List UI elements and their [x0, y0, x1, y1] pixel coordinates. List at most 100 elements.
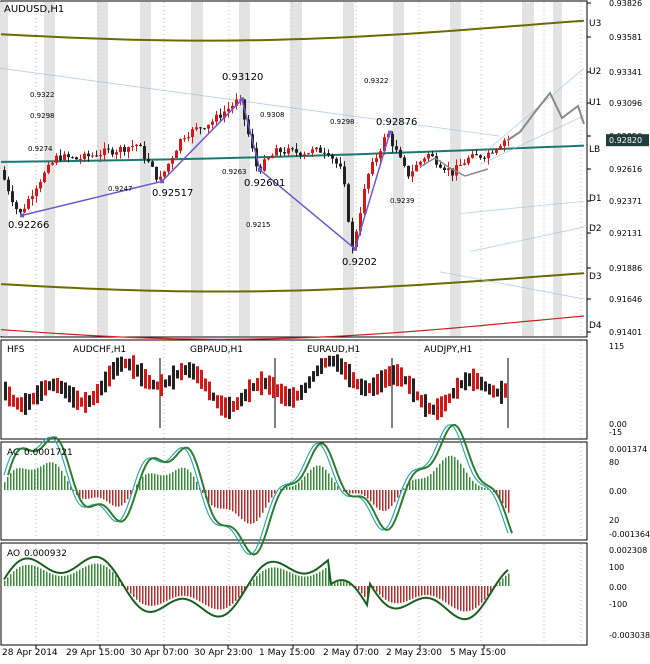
hfs-bar	[232, 401, 235, 412]
candle-body	[131, 146, 134, 147]
candle-body	[327, 153, 330, 155]
zigzag-point	[20, 213, 24, 217]
ac-histogram-bar	[313, 467, 315, 490]
ac-histogram-bar	[25, 469, 27, 490]
ac-tick-label: 0.001374	[609, 445, 647, 454]
ac-histogram-bar	[7, 477, 9, 490]
level-label: LB	[589, 145, 600, 155]
candle-body	[39, 182, 42, 188]
hfs-bar	[324, 358, 327, 368]
ac-histogram-bar	[235, 490, 237, 514]
candle-body	[403, 157, 406, 165]
candle-body	[115, 152, 118, 154]
ao-value: 0.000932	[24, 549, 67, 559]
ac-histogram-bar	[160, 475, 162, 490]
hfs-bar	[156, 382, 159, 390]
ac-histogram-bar	[109, 490, 111, 503]
hfs-title: HFS	[7, 345, 25, 355]
hfs-bar	[136, 365, 139, 377]
hfs-bar	[80, 397, 83, 406]
ac-histogram-bar	[301, 480, 303, 490]
ac-histogram-bar	[460, 464, 462, 490]
ao-histogram-bar	[319, 572, 321, 586]
hfs-bar	[200, 370, 203, 389]
ao-histogram-bar	[31, 565, 33, 586]
ac-histogram-bar	[454, 457, 456, 490]
ao-histogram-bar	[262, 571, 264, 586]
ao-tick-label: 100	[609, 563, 624, 572]
ao-histogram-bar	[160, 586, 162, 604]
ac-histogram-bar	[22, 468, 24, 490]
zigzag-point	[258, 168, 262, 172]
hfs-bar	[84, 392, 87, 413]
ac-histogram-bar	[262, 490, 264, 513]
hfs-bar	[424, 394, 427, 417]
candle-body	[207, 125, 210, 129]
ao-histogram-bar	[460, 586, 462, 611]
ao-histogram-bar	[382, 586, 384, 597]
ac-histogram-bar	[334, 482, 336, 490]
ao-histogram-bar	[136, 586, 138, 600]
ao-histogram-bar	[322, 570, 324, 586]
ac-histogram-bar	[4, 482, 6, 490]
zigzag-point	[240, 97, 244, 101]
ao-histogram-bar	[133, 586, 135, 597]
ac-histogram-bar	[103, 490, 105, 500]
ao-histogram-bar	[289, 572, 291, 586]
ao-histogram-bar	[169, 586, 171, 599]
candle-body	[443, 168, 446, 170]
hfs-bar	[52, 379, 55, 392]
ac-histogram-bar	[391, 490, 393, 506]
candle-body	[91, 156, 94, 157]
hfs-bar	[172, 366, 175, 390]
ao-title: AO	[7, 549, 20, 559]
candle-body	[139, 145, 142, 146]
ao-histogram-bar	[442, 586, 444, 601]
ao-histogram-bar	[67, 575, 69, 586]
ac-histogram-bar	[436, 468, 438, 490]
ao-histogram-bar	[184, 586, 186, 596]
ac-histogram-bar	[82, 490, 84, 499]
hfs-bar	[180, 363, 183, 380]
hfs-bar	[16, 398, 19, 410]
hfs-bar	[128, 359, 131, 371]
ao-histogram-bar	[58, 576, 60, 586]
price-annotation: 0.9308	[260, 111, 285, 119]
candle-body	[267, 158, 270, 159]
session-band	[522, 2, 534, 336]
hfs-bar	[108, 366, 111, 387]
hfs-bar	[8, 387, 11, 407]
ao-histogram-bar	[427, 586, 429, 595]
hfs-bar	[64, 382, 67, 398]
candle-body	[147, 159, 150, 162]
hfs-series-2-label: GBPAUD,H1	[190, 345, 243, 355]
hfs-tick-label: 115	[609, 342, 624, 351]
ac-histogram-bar	[430, 474, 432, 490]
ao-histogram-bar	[16, 569, 18, 586]
level-label: D1	[589, 194, 602, 204]
candle-body	[363, 189, 366, 213]
ao-tick-label: 0.002308	[609, 546, 647, 555]
ac-histogram-bar	[88, 490, 90, 499]
ao-histogram-bar	[208, 586, 210, 607]
candle-body	[315, 148, 318, 150]
candle-body	[283, 152, 286, 153]
ac-histogram-bar	[289, 487, 291, 490]
hfs-bar	[284, 386, 287, 406]
ac-histogram-bar	[154, 474, 156, 490]
ac-histogram-bar	[211, 490, 213, 505]
candle-body	[15, 202, 18, 209]
ao-histogram-bar	[28, 565, 30, 586]
candle-body	[163, 172, 166, 177]
candle-body	[107, 148, 110, 149]
ac-title: AC	[7, 448, 19, 458]
ac-histogram-bar	[148, 473, 150, 490]
hfs-bar	[428, 403, 431, 414]
ac-histogram-bar	[115, 490, 117, 506]
session-band	[290, 2, 302, 336]
candle-body	[103, 148, 106, 155]
ao-histogram-bar	[445, 586, 447, 603]
hfs-bar	[472, 369, 475, 391]
hfs-bar	[216, 395, 219, 408]
